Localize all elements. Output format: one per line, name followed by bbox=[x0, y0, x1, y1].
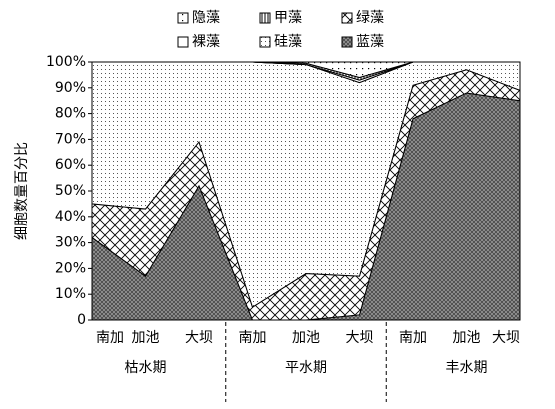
x-tick-label: 加池 bbox=[292, 330, 320, 346]
x-tick-label: 南加 bbox=[239, 330, 267, 346]
y-tick-label: 60% bbox=[55, 157, 86, 173]
group-label: 枯水期 bbox=[125, 360, 167, 376]
x-tick-label: 大坝 bbox=[346, 330, 374, 346]
legend-swatch bbox=[259, 36, 271, 48]
y-tick-label: 30% bbox=[55, 235, 86, 251]
legend-swatch bbox=[341, 36, 353, 48]
y-tick-label: 100% bbox=[46, 54, 86, 70]
legend-swatch bbox=[177, 12, 189, 24]
x-tick-label: 大坝 bbox=[492, 330, 520, 346]
legend-label: 隐藻 bbox=[192, 10, 220, 26]
legend-swatch bbox=[259, 12, 271, 24]
y-tick-label: 40% bbox=[55, 209, 86, 225]
legend-swatch bbox=[341, 12, 353, 24]
legend-label: 硅藻 bbox=[274, 34, 302, 50]
y-tick-label: 0 bbox=[77, 312, 86, 328]
x-tick-label: 大坝 bbox=[185, 330, 213, 346]
legend-swatch bbox=[177, 36, 189, 48]
y-tick-label: 20% bbox=[55, 260, 86, 276]
group-label: 丰水期 bbox=[446, 360, 488, 376]
legend-label: 裸藻 bbox=[192, 34, 220, 50]
y-tick-label: 70% bbox=[55, 131, 86, 147]
group-label: 平水期 bbox=[285, 360, 327, 376]
x-tick-label: 加池 bbox=[132, 330, 160, 346]
legend-label: 甲藻 bbox=[274, 10, 302, 26]
legend-label: 绿藻 bbox=[356, 10, 384, 26]
y-tick-label: 80% bbox=[55, 106, 86, 122]
x-tick-label: 南加 bbox=[399, 330, 427, 346]
x-tick-label: 加池 bbox=[453, 330, 481, 346]
y-tick-label: 10% bbox=[55, 286, 86, 302]
y-axis-label: 细胞数量百分比 bbox=[14, 142, 30, 240]
y-tick-label: 90% bbox=[55, 80, 86, 96]
legend-label: 蓝藻 bbox=[356, 34, 384, 50]
x-tick-label: 南加 bbox=[96, 330, 124, 346]
y-tick-label: 50% bbox=[55, 183, 86, 199]
